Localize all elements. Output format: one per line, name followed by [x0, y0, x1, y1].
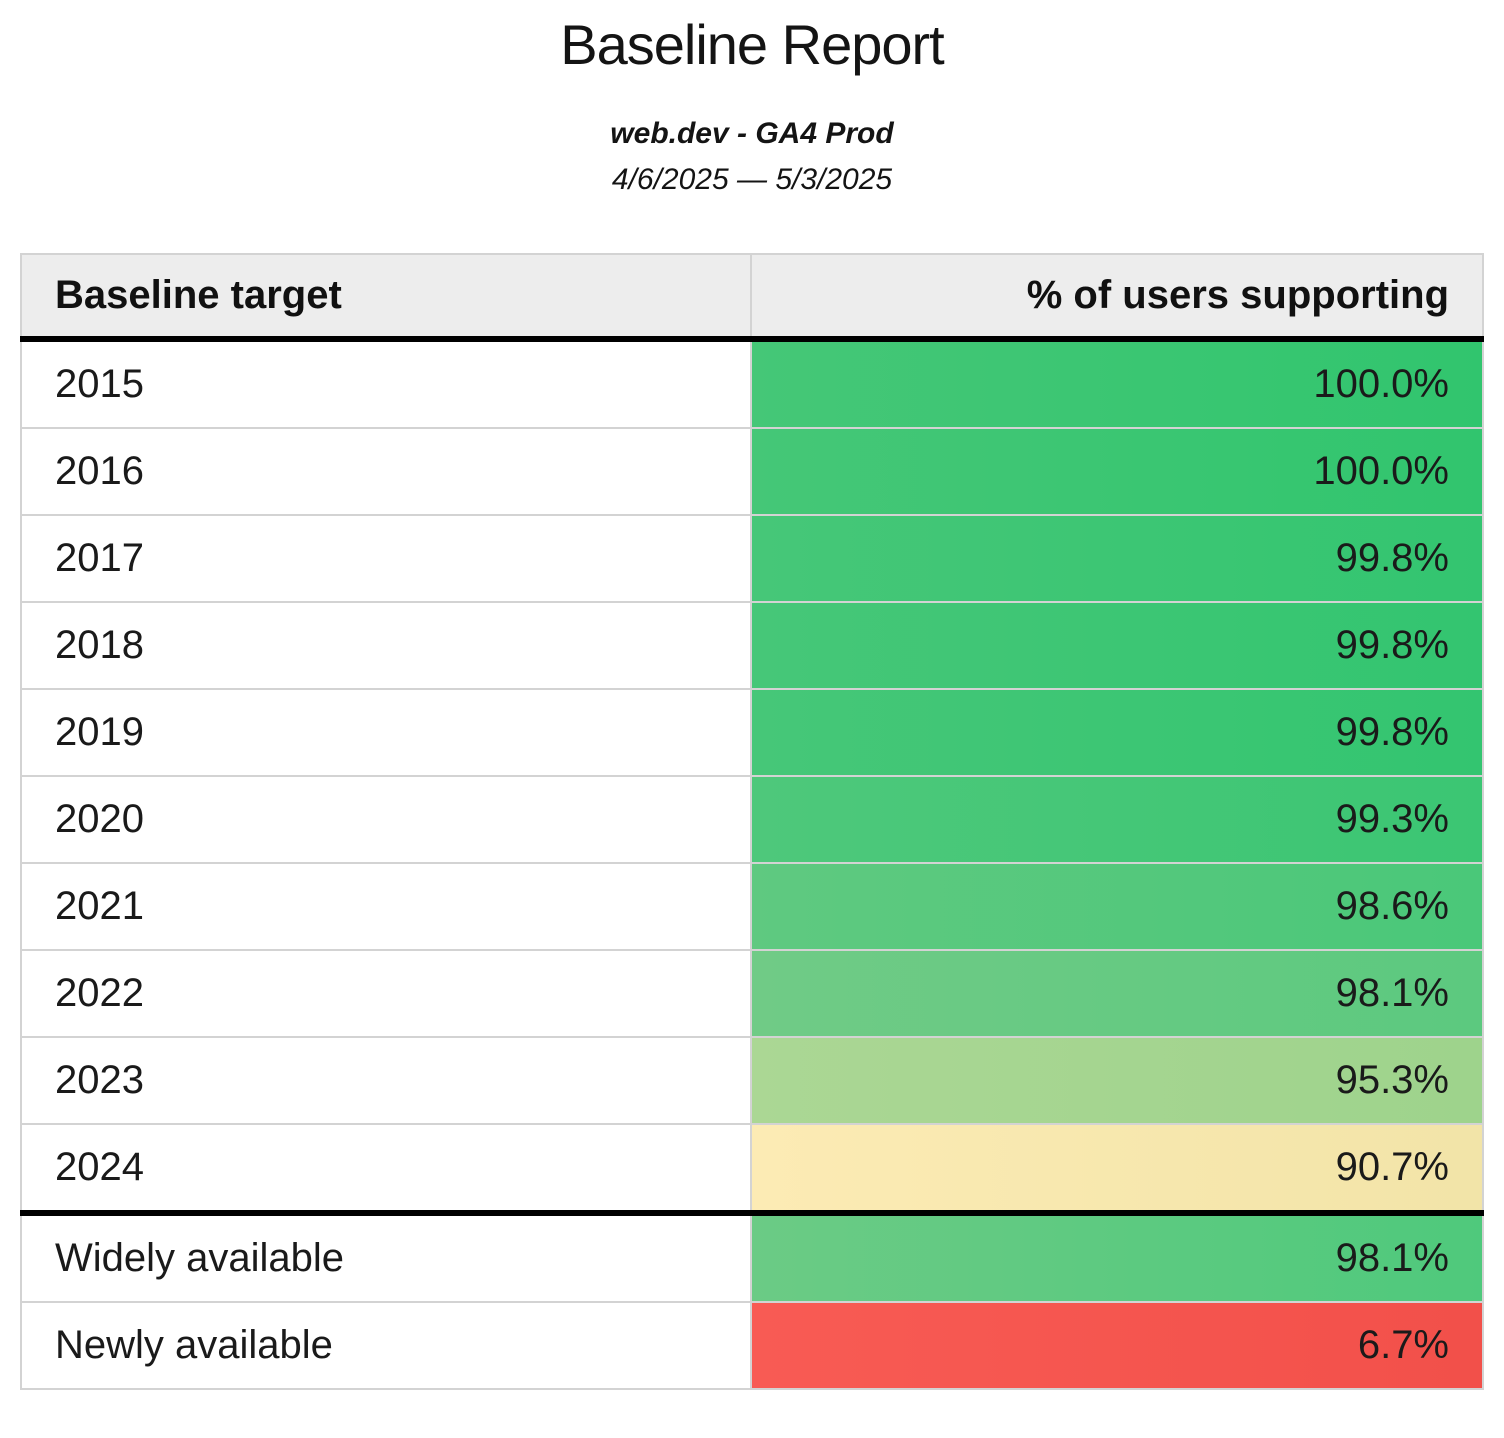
support-percent-cell: 98.1% — [750, 1212, 1484, 1303]
report-meta: web.dev - GA4 Prod 4/6/2025 — 5/3/2025 — [0, 111, 1504, 203]
support-percent-cell: 90.7% — [750, 1123, 1484, 1214]
table-row-2017: 2017 99.8% — [20, 514, 1484, 603]
support-percent-cell: 99.8% — [750, 601, 1484, 690]
support-percent-cell: 6.7% — [750, 1301, 1484, 1390]
table-header-row: Baseline target % of users supporting — [20, 253, 1484, 340]
baseline-target-cell: 2022 — [20, 949, 752, 1038]
baseline-target-cell: 2021 — [20, 862, 752, 951]
table-row-2022: 2022 98.1% — [20, 949, 1484, 1038]
report-date-range: 4/6/2025 — 5/3/2025 — [611, 163, 893, 196]
support-percent-cell: 100.0% — [750, 427, 1484, 516]
support-percent-cell: 95.3% — [750, 1036, 1484, 1125]
baseline-target-cell: 2015 — [20, 338, 752, 429]
baseline-target-cell: 2019 — [20, 688, 752, 777]
baseline-target-cell: 2016 — [20, 427, 752, 516]
support-percent-cell: 99.3% — [750, 775, 1484, 864]
table-row-2024: 2024 90.7% — [20, 1123, 1484, 1214]
table-row-widely-available: Widely available 98.1% — [20, 1212, 1484, 1303]
support-percent-cell: 99.8% — [750, 688, 1484, 777]
baseline-target-cell: 2020 — [20, 775, 752, 864]
baseline-target-cell: Widely available — [20, 1212, 752, 1303]
baseline-target-cell: Newly available — [20, 1301, 752, 1390]
baseline-table: Baseline target % of users supporting 20… — [20, 253, 1484, 1390]
column-header-baseline-target: Baseline target — [20, 253, 752, 340]
baseline-target-cell: 2018 — [20, 601, 752, 690]
table-row-2016: 2016 100.0% — [20, 427, 1484, 516]
baseline-target-cell: 2023 — [20, 1036, 752, 1125]
report-property-name: web.dev - GA4 Prod — [610, 117, 894, 150]
support-percent-cell: 98.6% — [750, 862, 1484, 951]
support-percent-cell: 98.1% — [750, 949, 1484, 1038]
table-row-2015: 2015 100.0% — [20, 338, 1484, 429]
table-row-2021: 2021 98.6% — [20, 862, 1484, 951]
baseline-target-cell: 2017 — [20, 514, 752, 603]
table-row-2019: 2019 99.8% — [20, 688, 1484, 777]
table-row-2018: 2018 99.8% — [20, 601, 1484, 690]
table-row-newly-available: Newly available 6.7% — [20, 1301, 1484, 1390]
table-row-2020: 2020 99.3% — [20, 775, 1484, 864]
column-header-percent-supporting: % of users supporting — [750, 253, 1484, 340]
baseline-report-page: Baseline Report web.dev - GA4 Prod 4/6/2… — [0, 12, 1504, 1390]
support-percent-cell: 99.8% — [750, 514, 1484, 603]
support-percent-cell: 100.0% — [750, 338, 1484, 429]
table-row-2023: 2023 95.3% — [20, 1036, 1484, 1125]
baseline-target-cell: 2024 — [20, 1123, 752, 1214]
page-title: Baseline Report — [560, 13, 944, 76]
